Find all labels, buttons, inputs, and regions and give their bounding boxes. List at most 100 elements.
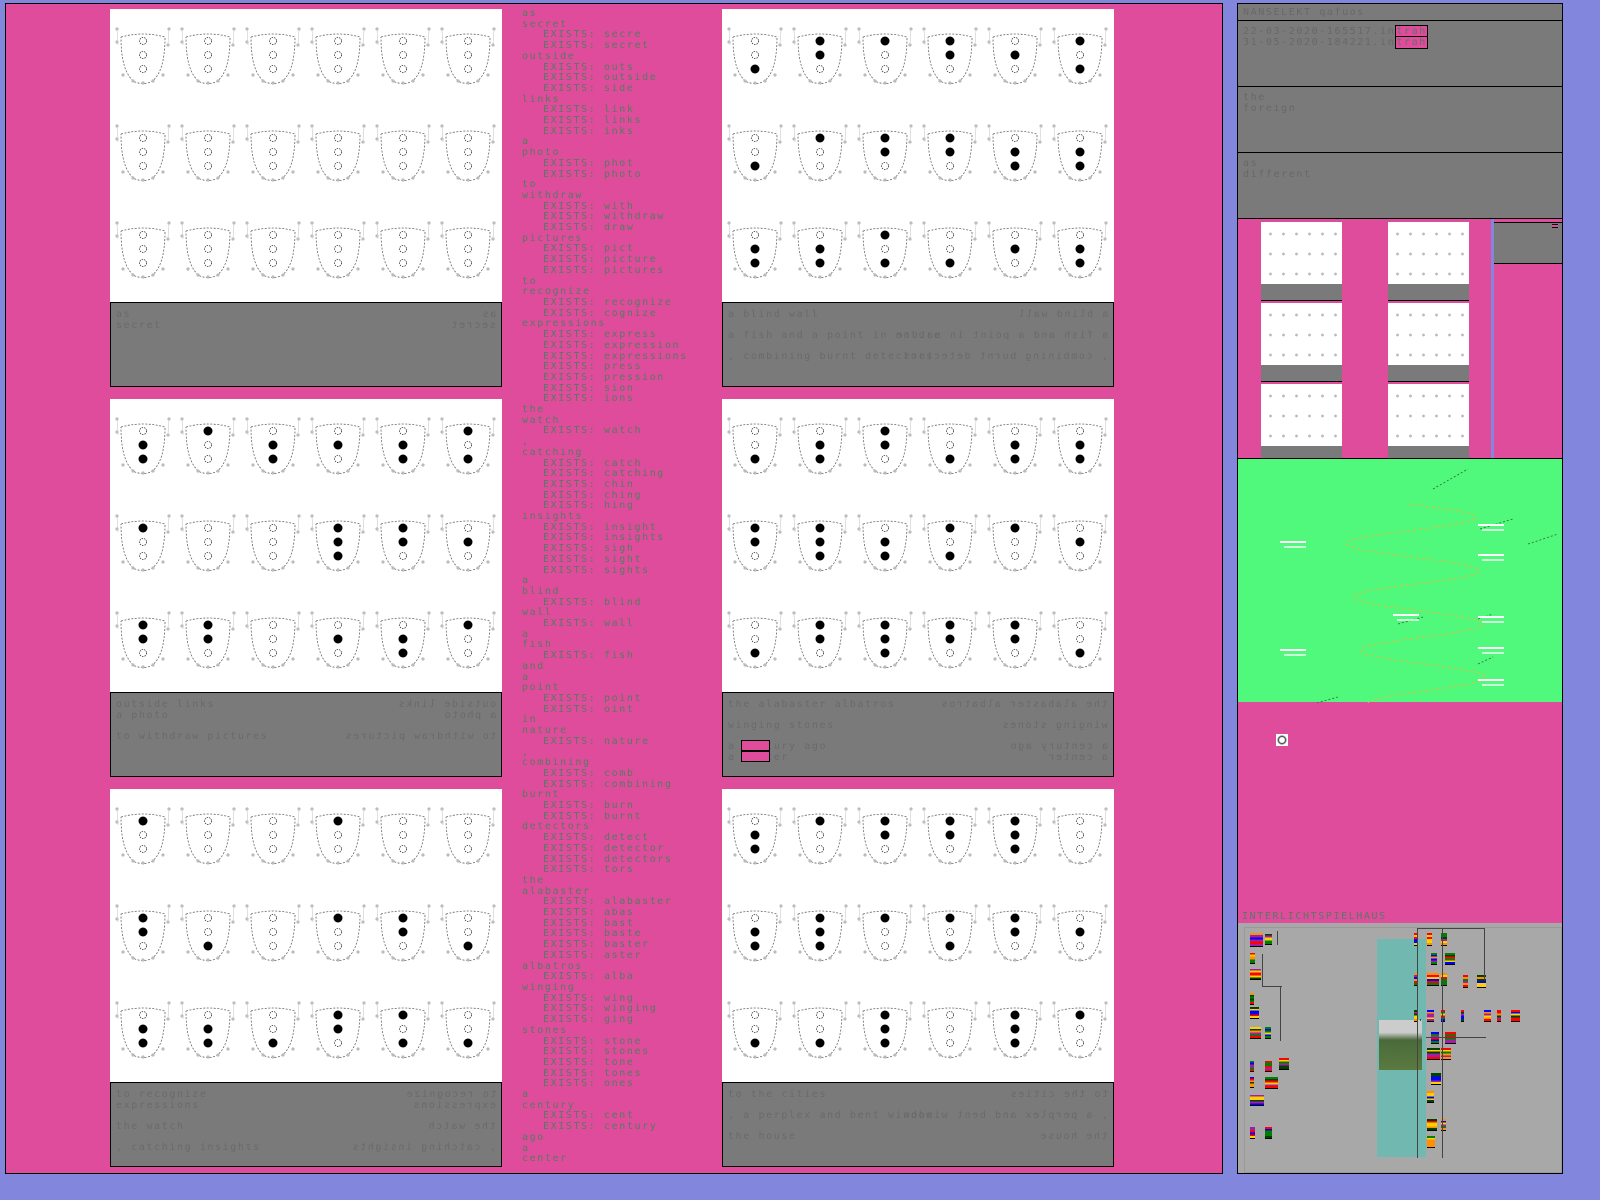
caption-line-mirror: the house [1039,1131,1108,1142]
node-block[interactable] [1441,1048,1451,1060]
thumbnail[interactable] [1261,222,1342,301]
node-block[interactable] [1445,1032,1456,1044]
exists-entry: EXISTS: secre [543,29,643,41]
file-item[interactable]: 31-05-2020-184221.intrah [1243,36,1428,49]
node-block[interactable] [1441,1119,1446,1131]
node-block[interactable] [1431,1073,1441,1085]
exists-entry: EXISTS: pression [543,371,665,383]
word-entry: a [522,136,530,148]
node-block[interactable] [1427,973,1439,986]
face-panel: a blind wall a blind wall a fish and a poi… [722,9,1114,387]
node-block[interactable] [1414,973,1418,986]
node-block[interactable] [1427,1136,1435,1148]
node-block[interactable] [1427,933,1432,946]
face-glyph [857,611,913,669]
word-entry: winging [522,981,576,993]
word-entry: ago [522,1131,545,1143]
edge-line [1277,931,1278,945]
node-block[interactable] [1250,969,1261,980]
face-panel: to recognize to recognize expressions expre… [110,789,502,1167]
face-glyph [115,904,171,962]
node-block[interactable] [1250,933,1263,947]
node-block[interactable] [1250,993,1254,1005]
node-block[interactable] [1250,1061,1254,1072]
exists-entry: EXISTS: phot [543,157,635,169]
node-label [1478,524,1504,531]
node-block[interactable] [1427,1010,1434,1022]
face-glyph [310,1001,366,1059]
caption-line: expressions [116,1100,200,1111]
node-block[interactable] [1497,1010,1501,1022]
thumbnail-caption [1261,365,1342,382]
file-item[interactable]: 22-03-2020-165517.intrah [1243,25,1428,38]
thumbnail[interactable] [1388,384,1469,463]
node-block[interactable] [1441,933,1447,946]
exists-entry: EXISTS: secret [543,40,650,52]
exists-entry: EXISTS: ging [543,1014,635,1026]
exists-entry: EXISTS: alabaster [543,896,673,908]
node-block[interactable] [1250,1027,1261,1039]
face-glyph [1052,221,1108,279]
node-block[interactable] [1463,975,1468,988]
node-block[interactable] [1265,934,1272,945]
node-block[interactable] [1427,1119,1437,1131]
node-block[interactable] [1250,1127,1255,1139]
exists-entry: EXISTS: sigh [543,543,635,555]
edge-line [1484,928,1485,980]
node-block[interactable] [1250,1095,1264,1106]
node-block[interactable] [1445,953,1455,965]
node-block[interactable] [1250,1007,1259,1019]
node-block[interactable] [1431,1032,1439,1044]
thumbnail[interactable] [1388,222,1469,301]
node-block[interactable] [1279,1058,1289,1070]
node-block[interactable] [1414,933,1418,946]
word-entry: wall [522,607,553,619]
face-glyph [987,27,1043,85]
edge-line [1262,954,1263,986]
word-entry: and [522,660,545,672]
exists-entry: EXISTS: combining [543,778,673,790]
node-block[interactable] [1461,1010,1464,1022]
node-block[interactable] [1441,1010,1445,1022]
face-glyph [1052,27,1108,85]
face-glyph [857,514,913,572]
node-block[interactable] [1265,1077,1278,1089]
face-glyph [1052,124,1108,182]
node-block[interactable] [1511,1010,1520,1022]
exists-entry: EXISTS: fish [543,650,635,662]
thumbnail[interactable] [1261,384,1342,463]
thumbnail[interactable] [1261,303,1342,382]
node-block[interactable] [1250,953,1255,964]
face-glyph [375,124,431,182]
node-block[interactable] [1427,1048,1440,1060]
word-box-line: as [1243,158,1259,169]
face-glyph [310,221,366,279]
exists-entry: EXISTS: photo [543,168,643,180]
face-glyph [310,514,366,572]
node-block[interactable] [1427,1091,1434,1103]
node-block[interactable] [1477,975,1486,988]
leader-line [1477,656,1494,665]
face-glyph [1052,807,1108,865]
exists-entry: EXISTS: withdraw [543,211,665,223]
node-block[interactable] [1484,1010,1491,1022]
word-entry: the [522,404,545,416]
exists-entry: EXISTS: point [543,693,643,704]
node-block[interactable] [1441,973,1447,986]
node-block[interactable] [1265,1027,1271,1039]
node-block[interactable] [1250,1077,1254,1088]
node-block[interactable] [1414,1010,1418,1022]
word-entry: links [522,93,561,105]
caption-line: the alabaster albatros [728,699,896,710]
face-glyph [245,904,301,962]
face-glyph [727,124,783,182]
thumbnail[interactable] [1388,303,1469,382]
caption-line-mirror: a center [1047,752,1108,763]
node-block[interactable] [1431,953,1437,965]
node-block[interactable] [1265,1127,1272,1139]
caption-line: to withdraw pictures [116,731,269,742]
node-block[interactable] [1265,1061,1272,1072]
caption-line: a photo [116,710,170,721]
face-glyph [792,807,848,865]
exists-entry: EXISTS: insights [543,532,665,544]
